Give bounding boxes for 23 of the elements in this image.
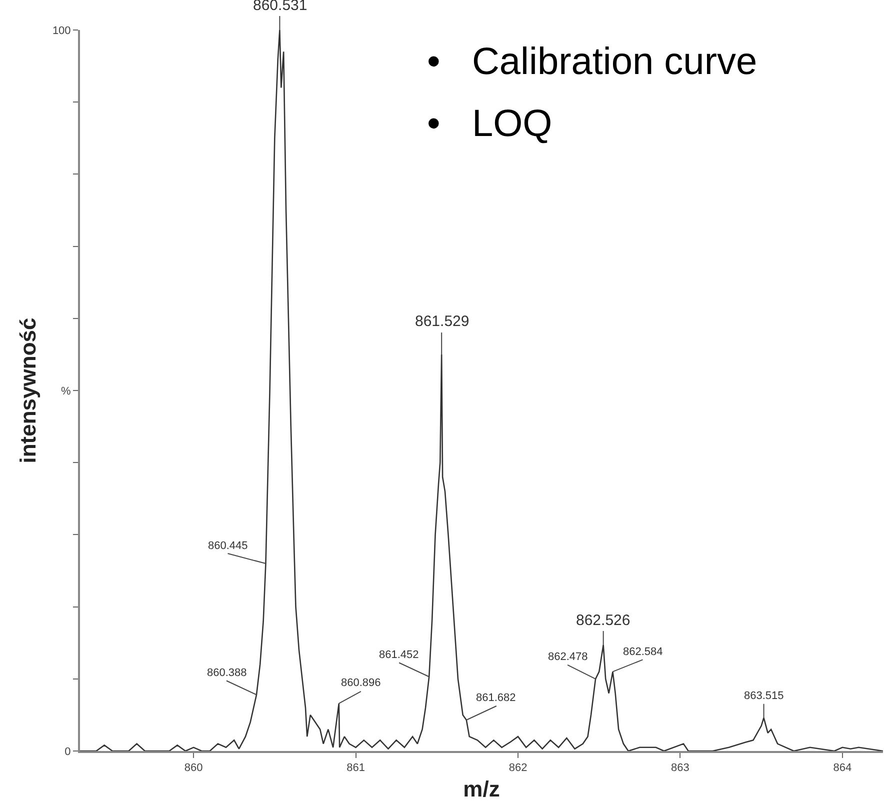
y-tick-label: 100 — [52, 24, 71, 37]
annotation: 862.526 — [576, 612, 630, 629]
annotation: 860.388 — [207, 667, 247, 679]
annotation: 862.584 — [623, 646, 663, 658]
y-tick-label: 0 — [64, 746, 71, 758]
annotation: 861.452 — [379, 649, 419, 661]
x-tick-label: 861 — [346, 762, 365, 774]
x-tick-label: 863 — [671, 762, 690, 774]
x-tick-label: 864 — [833, 762, 852, 774]
annotation: 862.478 — [548, 651, 588, 663]
line-series — [80, 30, 883, 751]
annotation: 861.682 — [476, 692, 516, 704]
x-tick-label: 862 — [508, 762, 528, 774]
annotation: • Calibration curve — [427, 41, 758, 83]
y-axis-title: intensywność — [16, 318, 41, 464]
annotation: 861.529 — [415, 313, 470, 330]
annotation: 860.896 — [341, 677, 381, 689]
y-tick-label: % — [61, 385, 72, 398]
x-tick-label: 860 — [184, 762, 203, 774]
annotation: • LOQ — [427, 103, 552, 145]
annotation: 860.445 — [208, 540, 248, 552]
annotation: 863.515 — [744, 690, 784, 702]
x-axis-title: m/z — [463, 776, 500, 802]
